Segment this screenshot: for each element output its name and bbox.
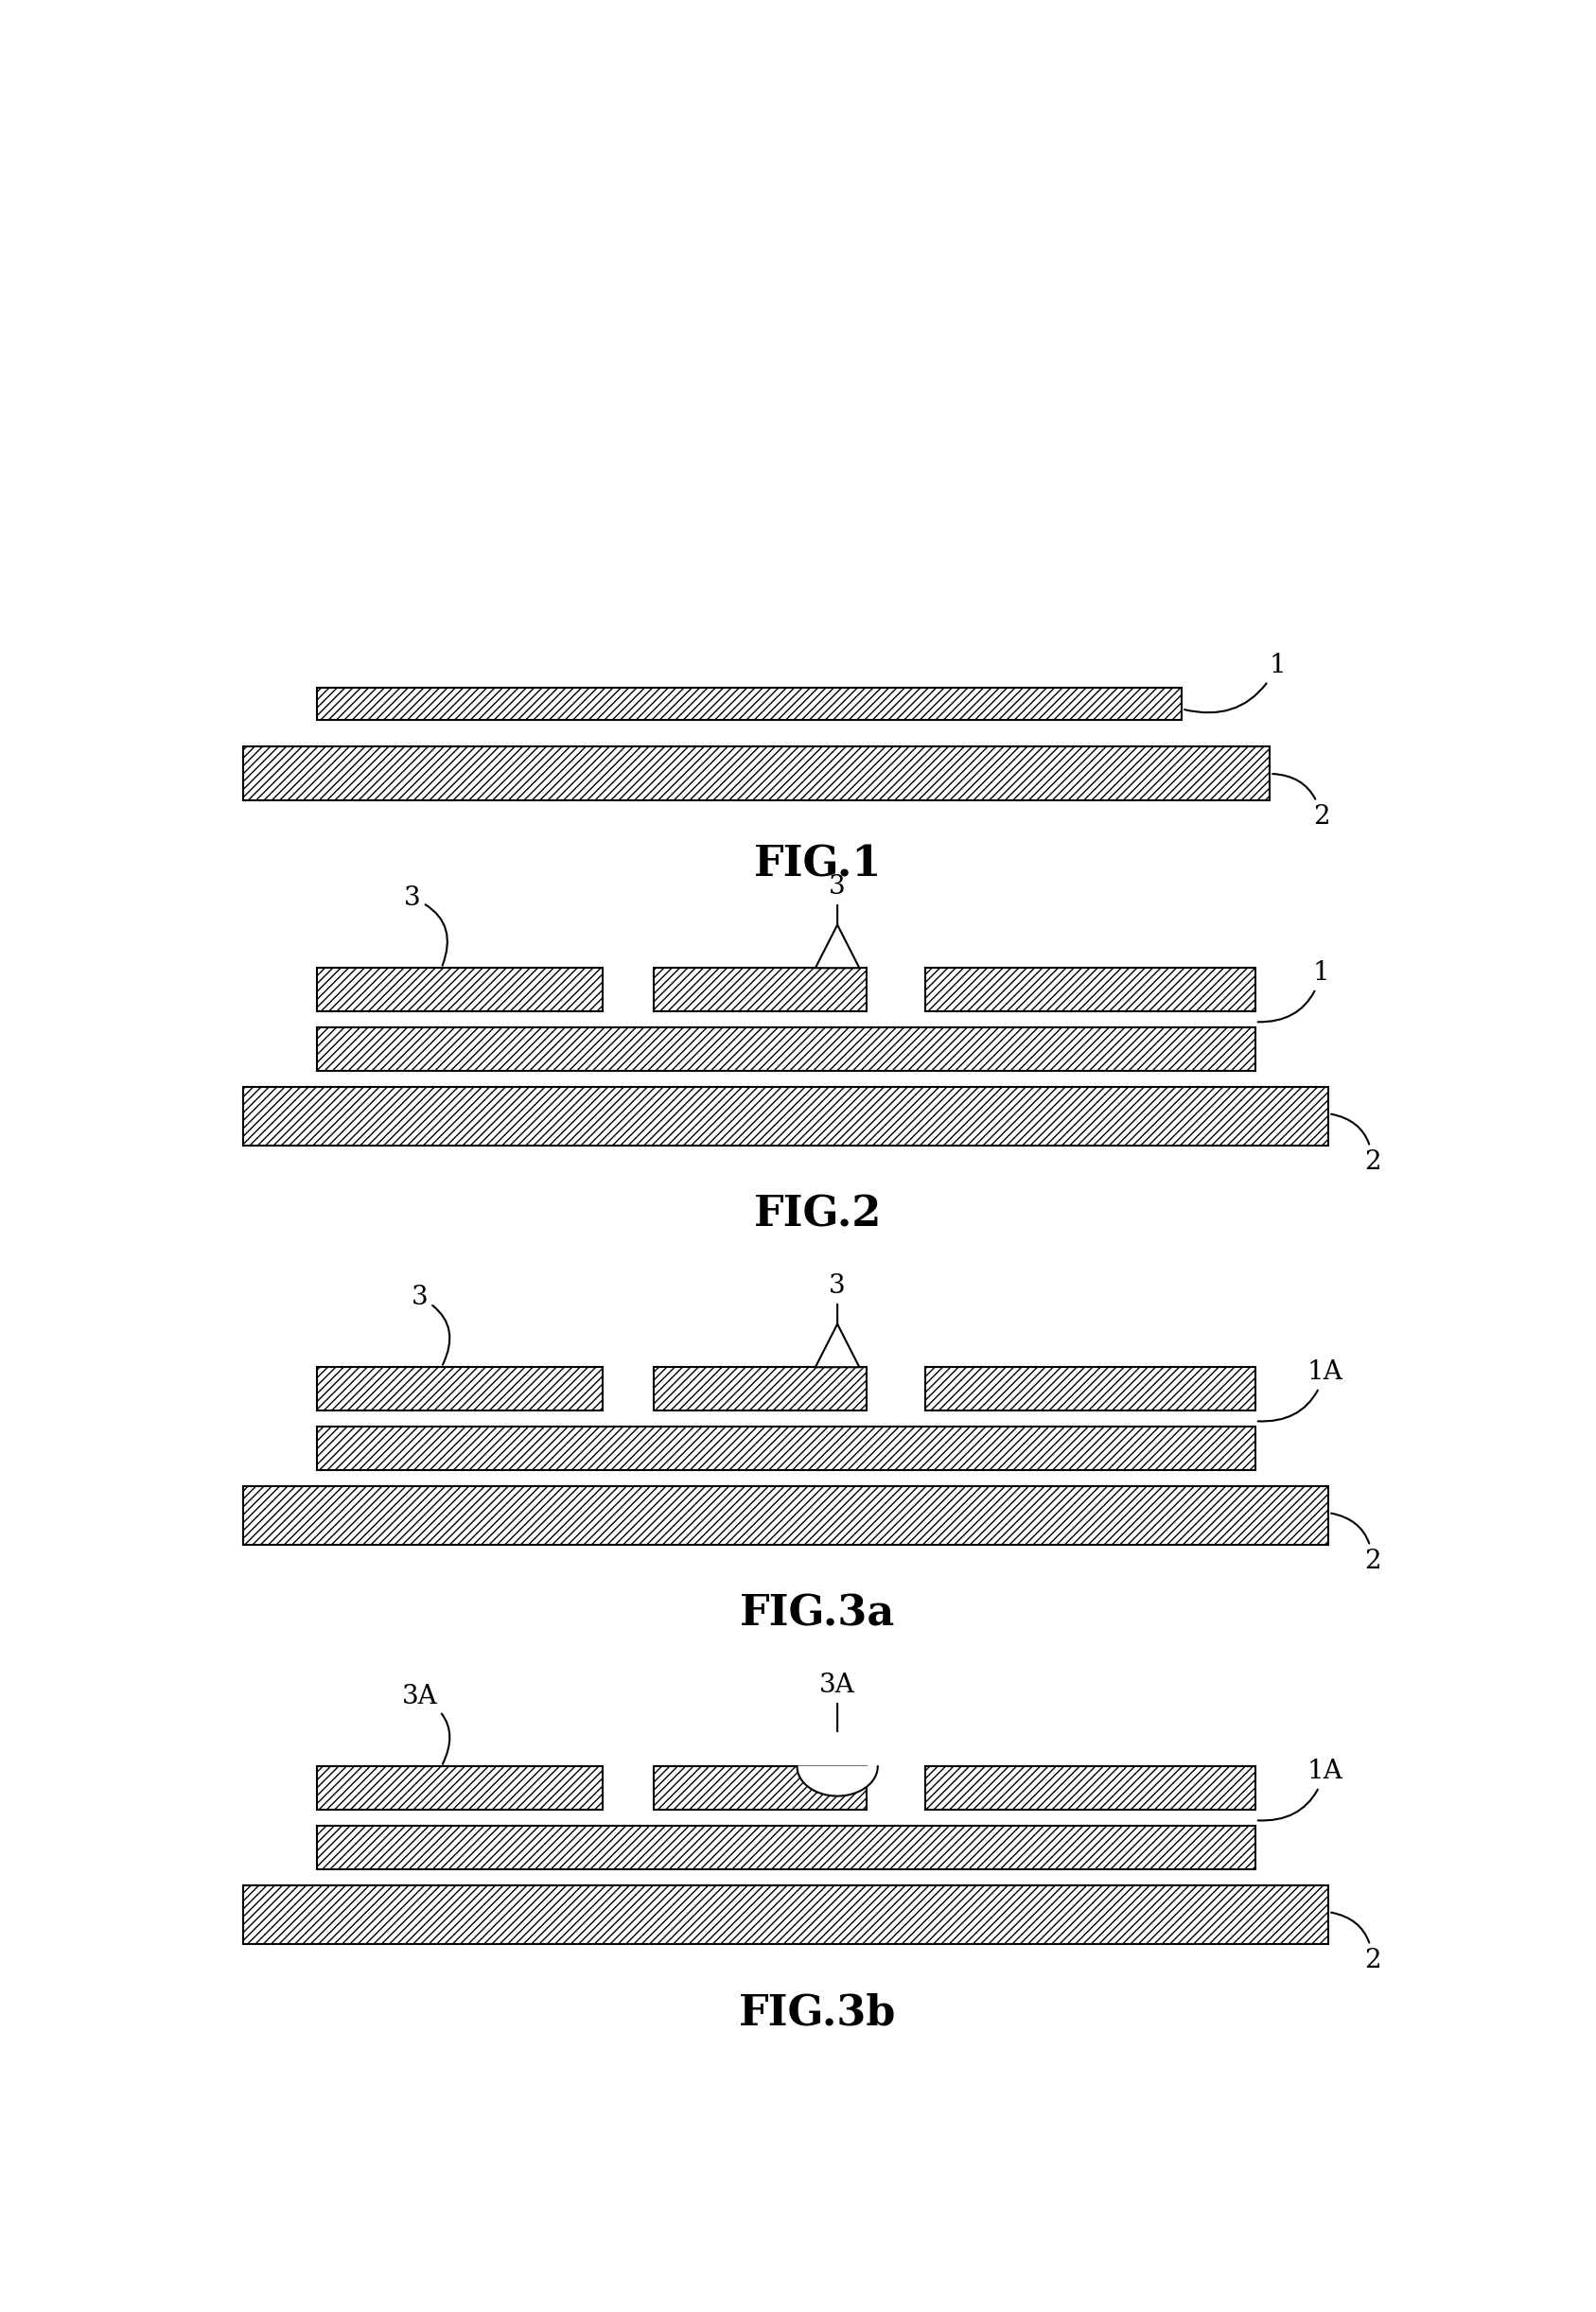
- Text: FIG.3b: FIG.3b: [739, 1993, 897, 2035]
- Text: 3: 3: [412, 1283, 450, 1364]
- Bar: [654, 1366, 867, 1410]
- Polygon shape: [816, 925, 859, 969]
- Text: 1: 1: [1184, 652, 1286, 712]
- Bar: [318, 1766, 603, 1810]
- Text: 3A: 3A: [819, 1672, 855, 1732]
- Bar: [244, 1487, 1328, 1544]
- Text: FIG.1: FIG.1: [753, 844, 881, 885]
- Bar: [654, 1766, 867, 1810]
- Text: 1A: 1A: [1258, 1359, 1342, 1422]
- Bar: [318, 969, 603, 1010]
- Text: 2: 2: [1331, 1514, 1381, 1574]
- Text: FIG.2: FIG.2: [753, 1195, 881, 1235]
- Bar: [926, 1766, 1256, 1810]
- Text: FIG.3a: FIG.3a: [741, 1593, 895, 1635]
- Bar: [318, 1366, 603, 1410]
- Text: 1: 1: [1258, 959, 1329, 1022]
- Bar: [244, 1884, 1328, 1944]
- Text: 2: 2: [1272, 775, 1329, 830]
- Text: 2: 2: [1331, 1912, 1381, 1974]
- Bar: [244, 1087, 1328, 1147]
- Text: 1A: 1A: [1258, 1759, 1342, 1820]
- Polygon shape: [796, 1766, 878, 1796]
- Bar: [318, 1027, 1256, 1070]
- Text: 3: 3: [828, 874, 846, 934]
- Bar: [654, 969, 867, 1010]
- Polygon shape: [816, 1325, 859, 1366]
- Text: 3A: 3A: [402, 1683, 450, 1764]
- Bar: [926, 969, 1256, 1010]
- Text: 3: 3: [404, 885, 447, 966]
- Bar: [926, 1366, 1256, 1410]
- Text: 2: 2: [1331, 1114, 1381, 1174]
- Bar: [244, 747, 1270, 800]
- Bar: [318, 1427, 1256, 1470]
- Bar: [318, 687, 1183, 719]
- Text: 3: 3: [828, 1274, 846, 1332]
- Bar: [318, 1826, 1256, 1868]
